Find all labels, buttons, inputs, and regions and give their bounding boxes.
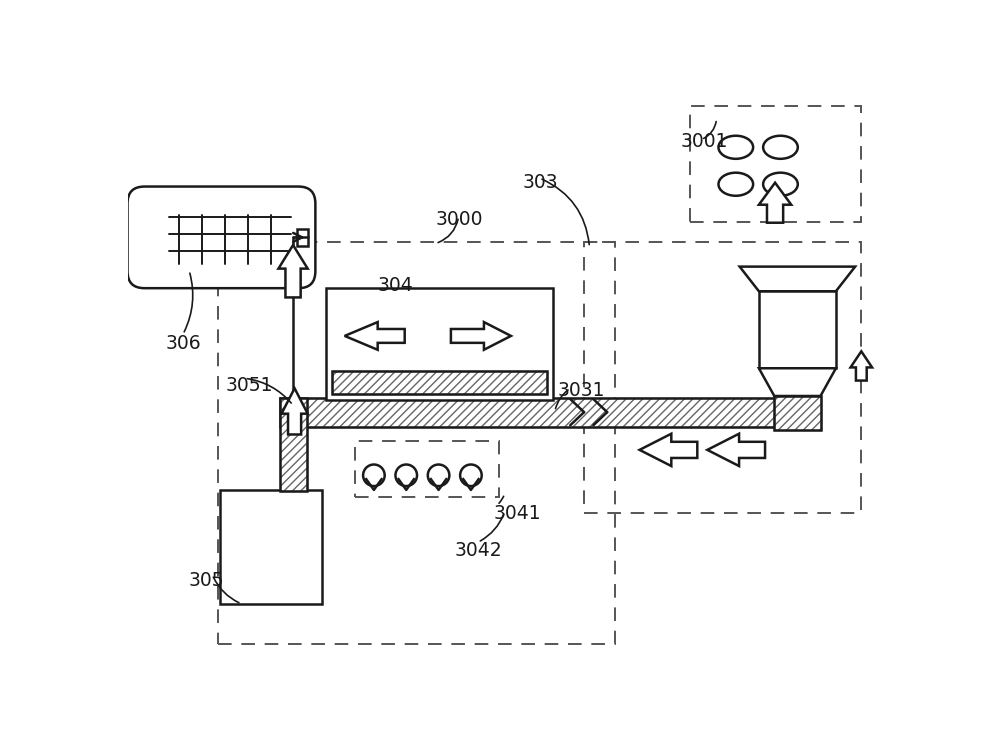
Bar (759, 291, 836, 369)
Text: 3042: 3042 (455, 541, 502, 560)
Text: 3051: 3051 (226, 376, 274, 395)
Polygon shape (707, 433, 765, 466)
Polygon shape (759, 183, 791, 223)
Bar (220, 490, 322, 604)
Text: 304: 304 (378, 276, 414, 295)
Bar (774, 396, 821, 430)
Bar (774, 396, 821, 430)
Polygon shape (740, 266, 855, 291)
Polygon shape (278, 245, 308, 298)
Bar (584, 242, 861, 513)
Polygon shape (345, 322, 405, 350)
Bar (280, 398, 307, 492)
Bar (332, 371, 547, 394)
Bar (690, 107, 861, 222)
Polygon shape (451, 322, 511, 350)
Polygon shape (759, 369, 836, 396)
Text: 303: 303 (523, 172, 558, 192)
FancyBboxPatch shape (128, 186, 315, 288)
Text: 3041: 3041 (493, 504, 541, 523)
Bar (326, 288, 553, 400)
Text: 305: 305 (188, 571, 224, 590)
Text: 3031: 3031 (557, 380, 605, 400)
Text: 3001: 3001 (680, 132, 728, 151)
Bar (332, 371, 547, 394)
Bar (355, 441, 499, 497)
Text: 3000: 3000 (436, 210, 483, 230)
Bar (280, 398, 815, 427)
Polygon shape (282, 388, 308, 434)
Text: 306: 306 (166, 334, 202, 354)
Bar (297, 229, 308, 246)
Polygon shape (851, 351, 872, 380)
Polygon shape (640, 433, 697, 466)
Bar (280, 398, 307, 492)
Bar (218, 242, 615, 644)
Bar (280, 398, 815, 427)
